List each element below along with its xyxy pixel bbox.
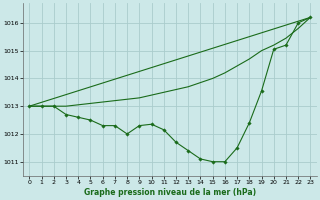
X-axis label: Graphe pression niveau de la mer (hPa): Graphe pression niveau de la mer (hPa) bbox=[84, 188, 256, 197]
